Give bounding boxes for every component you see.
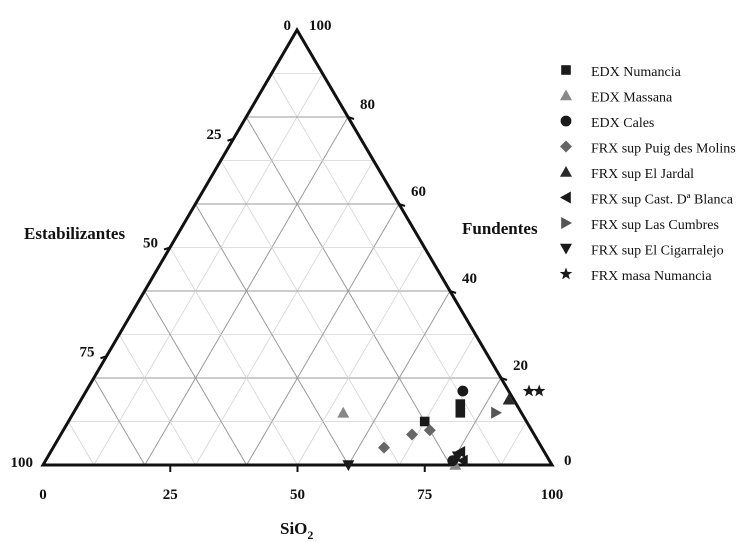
legend-label: FRX sup Las Cumbres <box>591 218 719 233</box>
grid-line <box>271 73 502 466</box>
tick-label: 0 <box>284 18 292 34</box>
data-point <box>451 451 464 463</box>
legend-marker <box>560 166 572 177</box>
bottom-axis-title: SiO2 <box>280 519 313 542</box>
legend-marker <box>560 191 571 204</box>
legend-marker <box>560 140 572 153</box>
grid-line <box>398 334 476 466</box>
grid-line <box>169 247 298 466</box>
legend: EDX Numancia EDX Massana EDX Cales FRX sup … <box>559 65 736 284</box>
grid-line <box>347 290 451 466</box>
tick-mark <box>449 290 457 294</box>
tick-mark <box>227 137 234 142</box>
legend-marker <box>559 267 573 280</box>
tick-label: 25 <box>207 127 222 143</box>
grid-line <box>93 73 323 466</box>
legend-marker <box>561 65 571 75</box>
grid-line <box>118 334 197 466</box>
tick-mark <box>100 355 107 360</box>
data-point <box>337 406 350 418</box>
data-point <box>455 408 466 418</box>
data-point <box>419 416 430 427</box>
tick-mark <box>163 246 171 251</box>
legend-label: EDX Massana <box>591 91 673 106</box>
grid <box>68 73 527 466</box>
grid-line <box>500 421 527 466</box>
tick-label: 20 <box>513 358 528 374</box>
tick-label: 75 <box>80 344 95 360</box>
tick-mark <box>398 203 406 207</box>
data-point <box>457 385 469 397</box>
tick-label: 100 <box>11 455 34 471</box>
grid-line <box>144 290 248 466</box>
tick-label: 25 <box>163 487 178 503</box>
grid-line <box>297 247 425 466</box>
grid-line <box>195 160 374 466</box>
legend-label: FRX sup El Jardal <box>591 167 694 182</box>
tick-label: 0 <box>564 453 572 469</box>
legend-marker <box>560 89 572 101</box>
legend-marker <box>561 217 572 229</box>
legend-label: FRX sup Cast. Dª Blanca <box>591 193 734 208</box>
grid-line <box>93 377 146 466</box>
data-point <box>491 406 502 419</box>
right-axis-title: Fundentes <box>462 219 538 238</box>
bottom-axis-title-subscript: 2 <box>307 528 313 542</box>
tick-label: 50 <box>290 487 305 503</box>
tick-labels: 0 25 50 75 100 0 25 50 75 100 0 20 40 60 80 100 <box>11 18 572 503</box>
tick-label: 100 <box>541 487 564 503</box>
tick-mark <box>500 377 508 381</box>
data-point <box>423 424 436 437</box>
data-point <box>522 384 536 397</box>
legend-marker <box>560 243 572 255</box>
legend-marker <box>560 115 572 127</box>
tick-label: 50 <box>143 236 158 252</box>
data-point <box>342 460 355 471</box>
data-point <box>378 441 391 454</box>
grid-line <box>220 160 400 466</box>
data-point <box>502 393 515 405</box>
tick-label: 100 <box>309 18 332 34</box>
tick-label: 75 <box>417 487 432 503</box>
tick-label: 80 <box>360 97 375 113</box>
legend-label: EDX Cales <box>591 116 654 131</box>
grid-line <box>68 421 95 466</box>
left-axis-title: Estabilizantes <box>24 224 125 243</box>
tick-label: 60 <box>411 184 426 200</box>
legend-label: FRX sup El Cigarralejo <box>591 244 724 259</box>
tick-mark <box>347 116 355 120</box>
data-point <box>405 428 418 441</box>
tick-label: 40 <box>462 271 477 287</box>
tick-label: 0 <box>39 487 47 503</box>
legend-label: EDX Numancia <box>591 65 682 80</box>
data-point <box>532 384 546 397</box>
legend-label: FRX masa Numancia <box>591 269 712 284</box>
triangle-frame <box>40 27 555 472</box>
bottom-axis-title-main: SiO <box>280 519 307 538</box>
legend-label: FRX sup Puig des Molins <box>591 142 736 157</box>
data-points <box>337 384 546 471</box>
data-point <box>455 399 466 409</box>
